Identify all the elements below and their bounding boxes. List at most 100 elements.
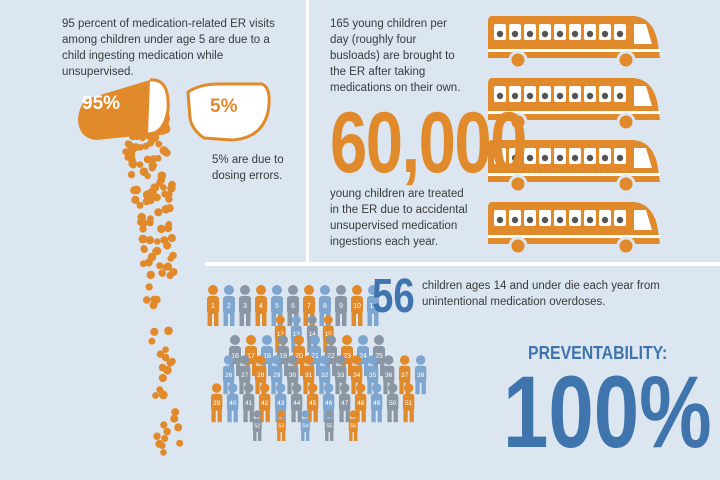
child-number-label: 2: [227, 303, 231, 310]
child-figure-icon: 40: [226, 383, 239, 423]
child-number-label: 55: [326, 424, 332, 430]
pill-dot: [139, 225, 147, 233]
child-number-label: 22: [327, 353, 335, 360]
pill-dot: [148, 337, 156, 345]
pill-dot: [153, 432, 161, 440]
child-number-label: 54: [302, 424, 308, 430]
child-number-label: 8: [323, 303, 327, 310]
dosing-errors-text: 5% are due to dosing errors.: [212, 154, 284, 182]
pill-dot: [148, 161, 157, 170]
child-number-label: 14: [309, 331, 317, 338]
ingestions-number: 60,000: [330, 95, 527, 191]
child-number-label: 30: [289, 372, 297, 379]
child-number-label: 52: [254, 424, 260, 430]
pill-dot: [152, 392, 160, 399]
child-number-label: 15: [325, 331, 333, 338]
child-number-label: 31: [305, 372, 313, 379]
ingestions-text: young children are treated in the ER due…: [330, 188, 468, 248]
child-number-label: 12: [277, 331, 285, 338]
pill-dot: [158, 390, 167, 399]
child-figure-icon: 38: [414, 355, 427, 395]
child-figure-icon: 39: [210, 383, 223, 423]
child-number-label: 20: [295, 353, 303, 360]
child-figure-icon: 4: [255, 285, 267, 326]
pill-dot: [148, 137, 156, 145]
child-number-label: 24: [359, 353, 367, 360]
pill-dot: [174, 423, 183, 432]
pill-dot: [124, 140, 132, 147]
child-number-label: 46: [325, 400, 333, 407]
pill-dot: [136, 201, 144, 209]
pill-dot: [140, 245, 148, 254]
pill-dot: [155, 439, 164, 448]
child-figure-icon: 51: [402, 383, 415, 423]
child-figure-icon: 52: [252, 410, 262, 441]
pill-dot: [166, 358, 175, 367]
pill-dot: [144, 258, 153, 267]
child-number-label: 19: [279, 353, 287, 360]
pill-dot: [171, 408, 180, 417]
child-number-label: 51: [405, 400, 413, 407]
child-number-label: 32: [321, 372, 329, 379]
pill-dot: [146, 215, 154, 223]
pill-dot: [158, 269, 166, 277]
divider-horizontal: [205, 262, 720, 266]
pill-dot: [127, 155, 136, 164]
pill-dot: [143, 155, 152, 164]
child-number-label: 34: [353, 372, 361, 379]
child-number-label: 21: [311, 353, 319, 360]
pill-dot: [161, 434, 169, 443]
pill-dot: [150, 327, 159, 336]
child-figure-icon: 1: [207, 285, 219, 326]
pill-dot: [156, 262, 164, 270]
pill-dot: [164, 224, 173, 233]
pill-dot: [145, 283, 153, 291]
pill-dot: [160, 236, 169, 245]
pill-dot: [130, 186, 139, 195]
pill-dot: [169, 251, 177, 260]
pill-dot: [160, 421, 168, 429]
child-figure-icon: 48: [354, 383, 367, 423]
pill-dot: [145, 193, 153, 201]
child-number-label: 18: [263, 353, 271, 360]
pill-5-label: 5%: [210, 96, 238, 117]
child-number-label: 39: [213, 400, 221, 407]
pill-dot: [160, 184, 167, 191]
school-bus-icon: [488, 140, 660, 194]
child-figure-icon: 3: [239, 285, 251, 326]
pill-dot: [163, 427, 171, 436]
child-figure-icon: 42: [258, 383, 271, 423]
school-bus-icon: [488, 16, 660, 70]
child-number-label: 25: [375, 353, 383, 360]
pill-dot: [139, 167, 149, 176]
child-number-label: 53: [278, 424, 284, 430]
pill-dot: [131, 195, 140, 204]
child-number-label: 28: [257, 372, 265, 379]
child-number-label: 29: [273, 372, 281, 379]
pill-dot: [162, 263, 170, 271]
capsule-icon: [78, 78, 170, 140]
pill-dot: [131, 143, 140, 152]
pill-dot: [170, 414, 179, 423]
child-figure-icon: 2: [223, 285, 235, 326]
child-number-label: 56: [350, 424, 356, 430]
child-figure-icon: 27: [238, 355, 251, 395]
child-number-label: 3: [243, 303, 247, 310]
child-number-label: 6: [291, 303, 295, 310]
pill-dot: [154, 208, 163, 217]
pill-dot: [157, 224, 166, 234]
child-number-label: 13: [293, 331, 301, 338]
pill-dot: [149, 188, 157, 196]
pill-dot: [160, 449, 167, 456]
pill-dot: [158, 363, 167, 372]
child-number-label: 1: [211, 303, 215, 310]
pill-dot: [161, 353, 170, 362]
child-figure-icon: 45: [306, 383, 319, 423]
pill-dot: [154, 154, 162, 162]
child-number-label: 44: [293, 400, 301, 407]
child-number-label: 40: [229, 400, 237, 407]
pill-dot: [153, 193, 161, 202]
child-figure-icon: 47: [338, 383, 351, 423]
preventability-value: 100%: [503, 355, 712, 469]
